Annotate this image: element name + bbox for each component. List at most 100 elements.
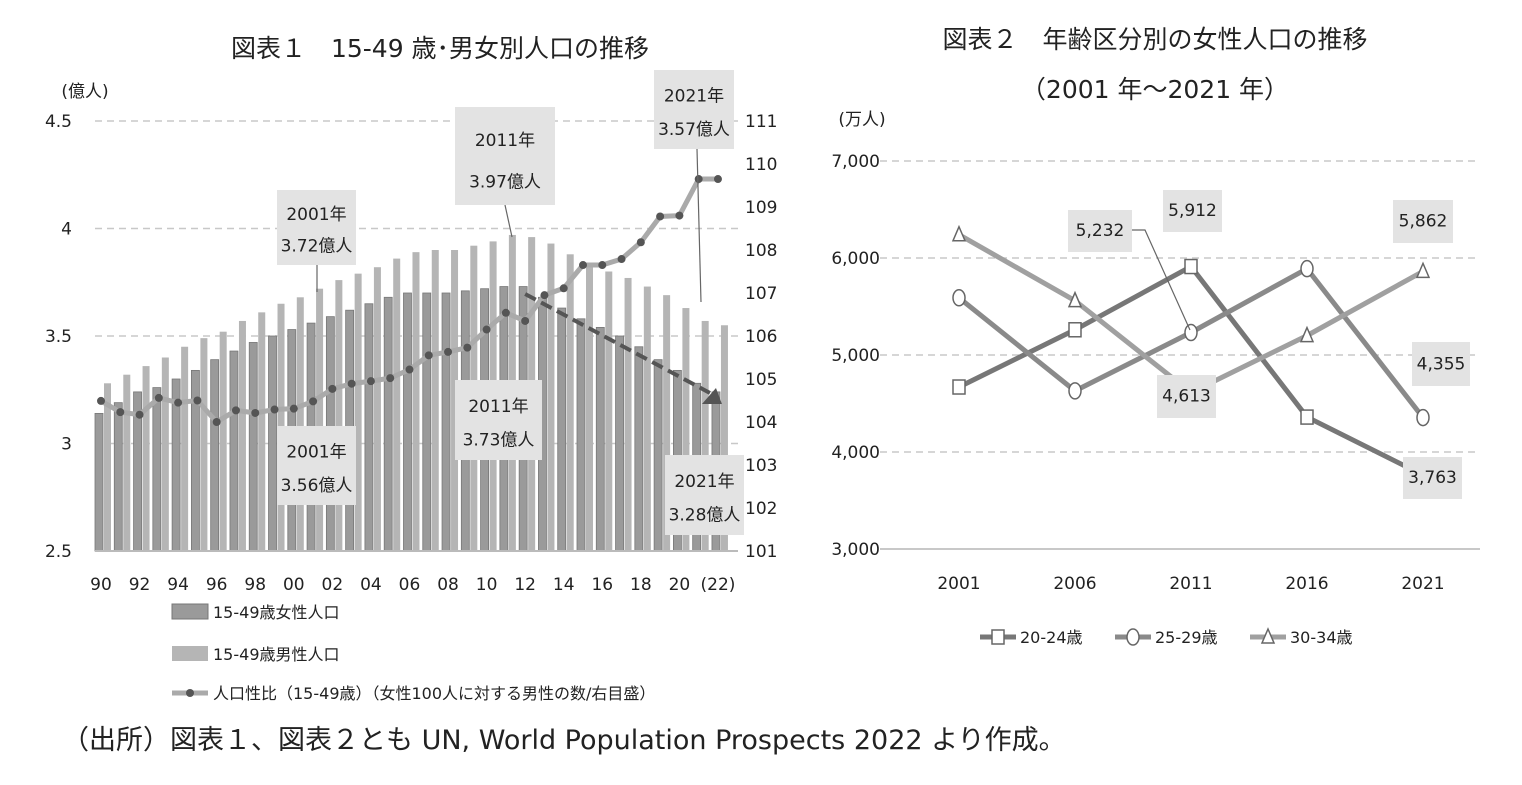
bar-male [200,338,208,551]
x-tick-label: 08 [437,575,459,595]
annotation-box [455,380,542,460]
x-tick-label: 10 [476,575,498,595]
ratio-point [540,291,549,300]
chart2-y-unit: (万人) [838,110,885,130]
ratio-point [713,175,722,184]
ratio-point [251,408,260,417]
data-point [951,224,967,242]
y-left-tick-label: 4.5 [45,112,72,132]
legend-label: 25-29歳 [1155,628,1218,647]
ratio-point [386,374,395,383]
ratio-point [97,396,105,405]
annotation-text: 3.56億人 [281,476,353,496]
y-right-tick-label: 109 [745,198,777,218]
y-left-tick-label: 3 [61,435,72,455]
annotation-box [665,455,744,535]
annotation-text: 3.28億人 [669,506,741,526]
bar-male [354,273,362,551]
bar-male [547,243,555,552]
x-tick-label: 20 [669,575,691,595]
ratio-point [424,351,433,360]
annotation-text: 2011年 [468,397,528,417]
bar-female [94,412,104,552]
legend-ratio-marker [186,689,194,697]
ratio-point [501,308,510,317]
bar-female [653,359,663,552]
ratio-point [289,404,298,413]
bar-male [643,286,651,551]
data-label-text: 5,912 [1168,201,1217,221]
chart2-subtitle: （2001 年～2021 年） [1021,75,1289,104]
bar-male [393,258,401,551]
annotation-leader [504,204,513,238]
annotation-leader [696,148,702,303]
x-tick-label: 06 [399,575,421,595]
bar-male [335,280,343,551]
x-tick-label: 2011 [1169,574,1212,594]
x-tick-label: 12 [514,575,536,595]
ratio-point [636,238,645,247]
y-tick-label: 7,000 [831,152,880,172]
bar-female [152,387,162,552]
bar-male [123,374,131,551]
x-tick-label: 00 [283,575,305,595]
bar-male [238,320,246,551]
ratio-point [328,384,337,393]
ratio-point [559,284,568,293]
x-tick-label: 16 [591,575,613,595]
data-point [952,379,966,395]
y-right-tick-label: 106 [745,327,777,347]
bar-male [296,297,304,551]
ratio-point [116,408,125,417]
bar-female [422,292,432,552]
annotation-box [277,426,356,505]
data-point [1068,322,1082,338]
ratio-point [521,316,530,325]
x-tick-label: 92 [129,575,151,595]
ratio-point [135,410,144,419]
bar-female [615,335,624,552]
bar-female [403,292,412,552]
ratio-point [309,397,318,406]
ratio-point [212,418,221,426]
bar-female [268,335,277,552]
chart1-y-unit: (億人) [61,82,108,102]
bar-female [113,402,123,552]
legend-female-label: 15-49歳女性人口 [213,603,340,622]
y-right-tick-label: 107 [745,284,777,304]
legend-label: 20-24歳 [1020,628,1083,647]
data-label-box [1068,210,1132,252]
ratio-point [174,398,183,407]
x-tick-label: (22) [701,575,736,595]
bar-male [142,366,150,551]
data-point [1067,290,1083,308]
y-right-tick-label: 110 [745,155,777,175]
bar-male [373,267,381,551]
ratio-point [579,261,587,270]
bar-female [364,303,374,552]
bar-male [701,320,709,551]
bar-male [663,295,671,551]
bar-male [161,357,169,551]
ratio-point [154,393,163,402]
annotation-box [277,190,356,265]
x-tick-label: 2021 [1401,574,1444,594]
annotation-text: 2011年 [475,131,535,151]
annotation-text: 3.72億人 [281,237,353,257]
y-right-tick-label: 104 [745,413,777,433]
y-right-tick-label: 108 [745,241,777,261]
bar-female [229,350,239,552]
data-label-box [1393,200,1453,243]
x-tick-label: 94 [167,575,189,595]
legend-marker [1260,627,1276,644]
data-point [952,289,966,307]
annotation-box [654,70,734,149]
bar-male [181,346,189,551]
ratio-point [694,175,703,184]
y-left-tick-label: 3.5 [45,327,72,347]
x-tick-label: 04 [360,575,382,595]
x-tick-label: 2006 [1053,574,1096,594]
data-label-text: 4,355 [1417,354,1466,374]
y-right-tick-label: 111 [745,112,777,132]
